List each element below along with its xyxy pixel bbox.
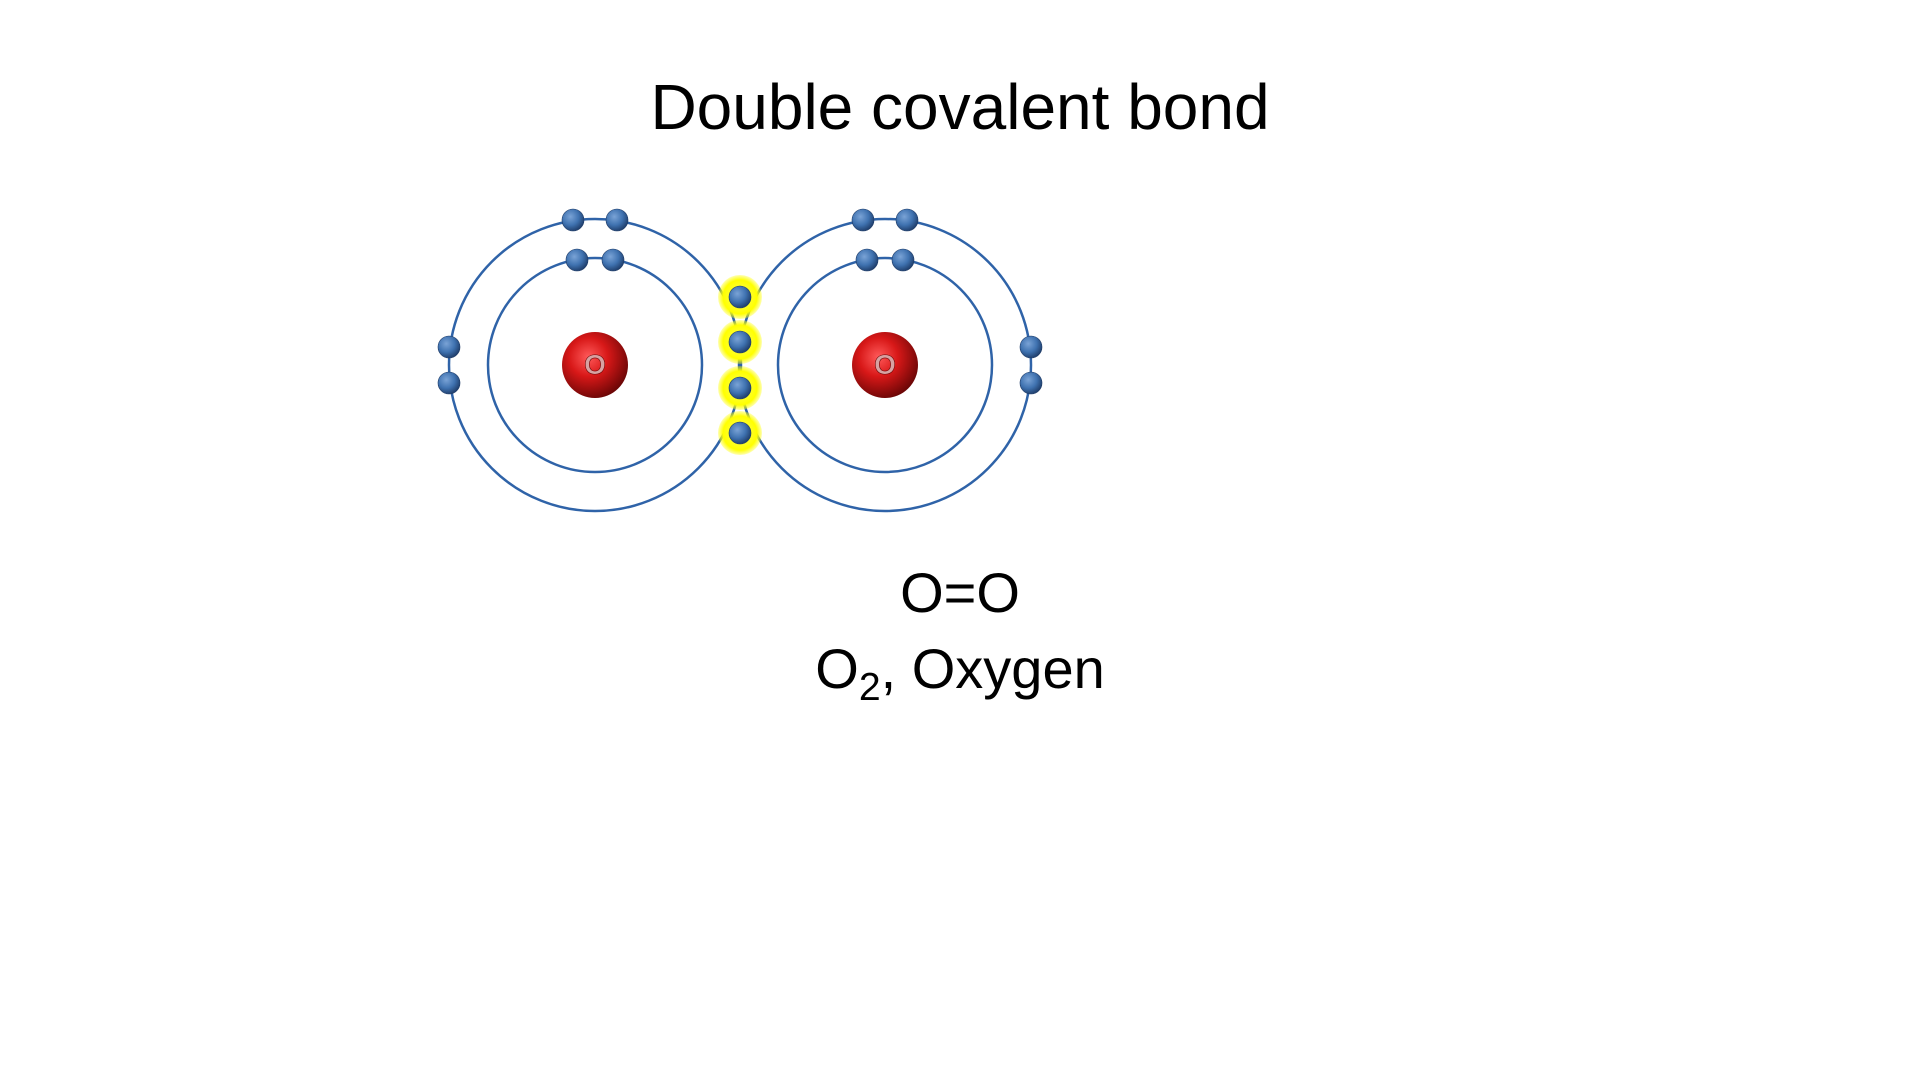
inner-electron-0-1 (602, 249, 624, 271)
inner-electron-1-1 (892, 249, 914, 271)
outer-electron-0-2 (438, 336, 460, 358)
name-suffix: , Oxygen (881, 637, 1105, 700)
inner-electron-1-0 (856, 249, 878, 271)
diagram-title: Double covalent bond (0, 70, 1920, 144)
outer-electron-1-2 (1020, 336, 1042, 358)
name-prefix: O (815, 637, 859, 700)
outer-electron-0-1 (606, 209, 628, 231)
molecule-name: O2, Oxygen (0, 636, 1920, 710)
bond-formula: O=O (0, 560, 1920, 625)
shared-electron-3 (729, 422, 751, 444)
shared-electron-2 (729, 377, 751, 399)
outer-electron-1-1 (896, 209, 918, 231)
bond-diagram: OO (415, 180, 1065, 540)
outer-electron-1-3 (1020, 372, 1042, 394)
outer-electron-0-3 (438, 372, 460, 394)
outer-electron-0-0 (562, 209, 584, 231)
name-subscript: 2 (859, 666, 881, 709)
shared-electron-1 (729, 331, 751, 353)
nucleus-label-1: O (874, 349, 896, 380)
outer-electron-1-0 (852, 209, 874, 231)
shared-electron-0 (729, 286, 751, 308)
nucleus-label-0: O (584, 349, 606, 380)
inner-electron-0-0 (566, 249, 588, 271)
